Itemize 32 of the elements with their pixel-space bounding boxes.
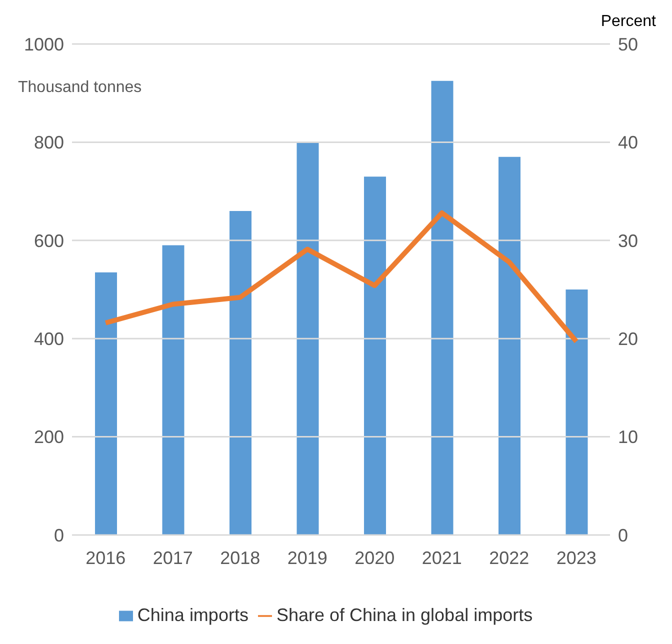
bar (431, 80, 454, 535)
bar (566, 290, 588, 535)
y2-tick-label: 50 (618, 34, 638, 54)
y2-tick-label: 10 (618, 427, 638, 448)
x-tick-label: 2018 (220, 548, 260, 568)
x-tick-label: 2016 (86, 548, 126, 568)
bar (95, 272, 117, 535)
x-tick-label: 2022 (489, 548, 530, 568)
y-axis-title: Thousand tonnes (18, 79, 142, 96)
x-tick-label: 2023 (556, 548, 596, 568)
y2-tick-label: 40 (618, 132, 638, 153)
x-tick-label: 2017 (152, 548, 193, 568)
y2-tick-label: 20 (618, 328, 638, 349)
bar (364, 176, 386, 535)
y2-tick-label: 0 (618, 525, 628, 546)
y-tick-label: 0 (54, 525, 64, 546)
bar (296, 142, 319, 535)
y-tick-label: 600 (34, 230, 64, 251)
y-tick-label: 1000 (24, 34, 64, 54)
legend-label: Share of China in global imports (276, 605, 533, 625)
bar (498, 156, 520, 535)
y-tick-label: 200 (34, 427, 64, 448)
y2-axis-title: Percent (600, 13, 657, 30)
x-tick-label: 2019 (287, 548, 328, 568)
y-tick-label: 400 (34, 328, 64, 349)
x-tick-label: 2021 (422, 548, 462, 568)
x-tick-label: 2020 (354, 548, 395, 568)
legend-label: China imports (137, 605, 248, 625)
bar (162, 245, 184, 535)
bar (230, 210, 252, 535)
y2-tick-label: 30 (618, 230, 638, 251)
y-tick-label: 800 (34, 132, 64, 153)
